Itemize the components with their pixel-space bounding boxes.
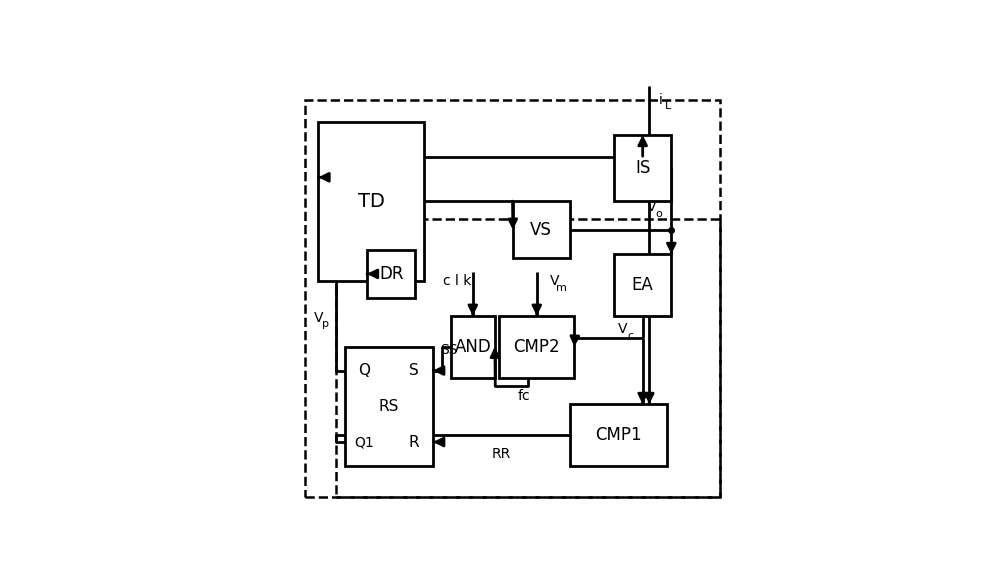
Text: RR: RR [492, 448, 511, 461]
Text: TD: TD [358, 191, 385, 211]
Text: m: m [556, 282, 567, 293]
Text: DR: DR [379, 265, 403, 283]
Text: V: V [618, 322, 628, 336]
Text: fc: fc [517, 389, 530, 403]
Text: L: L [665, 101, 671, 111]
Bar [345, 347, 433, 466]
Text: VS: VS [530, 221, 552, 239]
Text: p: p [322, 319, 329, 329]
Text: c: c [627, 331, 633, 341]
Bar [367, 250, 415, 298]
Text: o: o [656, 209, 662, 219]
Bar [336, 219, 720, 497]
Text: RS: RS [379, 399, 399, 414]
Bar [512, 201, 570, 258]
Text: c l k: c l k [443, 273, 472, 288]
Text: V: V [647, 199, 656, 214]
Text: EA: EA [632, 276, 654, 294]
Text: V: V [314, 311, 323, 325]
Text: IS: IS [635, 159, 650, 177]
Text: S: S [409, 363, 419, 378]
Bar [614, 254, 671, 316]
Text: V: V [550, 273, 559, 288]
Bar [451, 316, 495, 378]
Text: R: R [408, 434, 419, 450]
Bar [499, 316, 574, 378]
Text: Q: Q [358, 363, 370, 378]
Bar [570, 404, 667, 466]
Bar [318, 121, 424, 281]
Text: Q1: Q1 [354, 435, 374, 449]
Text: SS: SS [440, 343, 457, 357]
Text: CMP1: CMP1 [595, 426, 642, 444]
Text: i: i [658, 93, 662, 107]
Text: CMP2: CMP2 [513, 337, 560, 356]
Text: AND: AND [454, 337, 491, 356]
Bar [614, 135, 671, 201]
